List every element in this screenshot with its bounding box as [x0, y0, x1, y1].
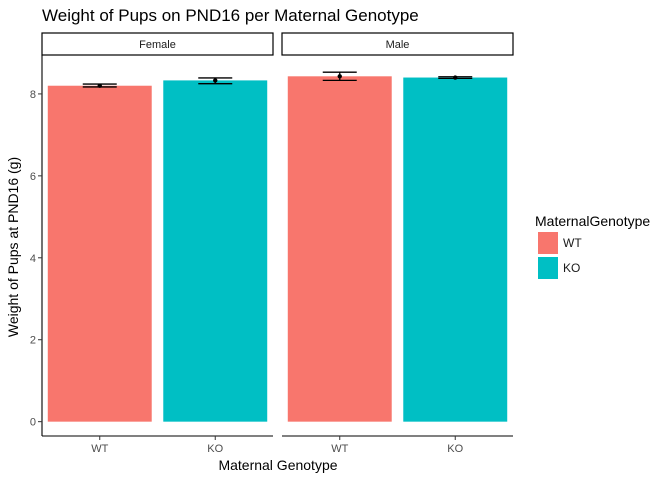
y-tick-label: 4 [30, 253, 36, 265]
legend-label: WT [563, 236, 582, 250]
facet-strip-label: Female [139, 39, 176, 51]
facet-panel-male: Male WT KO [281, 32, 514, 455]
bar-male-wt [287, 76, 392, 422]
mean-point [213, 78, 218, 83]
mean-point [453, 75, 458, 80]
legend: MaternalGenotype WT KO [535, 213, 650, 279]
mean-point [337, 74, 342, 79]
y-tick-label: 8 [30, 89, 36, 101]
legend-key-ko [538, 257, 558, 279]
legend-label: KO [563, 261, 580, 275]
error-bar [322, 71, 357, 82]
bar-female-wt [47, 85, 152, 422]
error-bar [438, 75, 473, 80]
error-bar [82, 83, 117, 88]
facet-strip [281, 32, 514, 56]
x-tick-label: WT [91, 443, 108, 455]
facet-strip-label: Male [386, 39, 410, 51]
legend-key-wt [538, 232, 558, 254]
error-bar [198, 77, 233, 85]
bar-male-ko [403, 77, 508, 422]
y-tick-label: 2 [30, 335, 36, 347]
y-tick-label: 0 [30, 417, 36, 429]
legend-title: MaternalGenotype [535, 213, 650, 229]
y-axis-title: Weight of Pups at PND16 (g) [5, 157, 21, 337]
x-tick-label: WT [331, 443, 348, 455]
facet-panels: Female 0 2 4 6 8 WT KO Male WT KO [30, 32, 514, 455]
bar-female-ko [163, 80, 268, 422]
facet-panel-female: Female 0 2 4 6 8 WT KO [30, 32, 274, 455]
x-axis-title: Maternal Genotype [218, 457, 337, 473]
chart-title: Weight of Pups on PND16 per Maternal Gen… [42, 6, 419, 25]
mean-point [97, 83, 102, 88]
y-tick-label: 6 [30, 171, 36, 183]
facet-strip [41, 32, 274, 56]
x-tick-label: KO [207, 443, 223, 455]
x-tick-label: KO [447, 443, 463, 455]
